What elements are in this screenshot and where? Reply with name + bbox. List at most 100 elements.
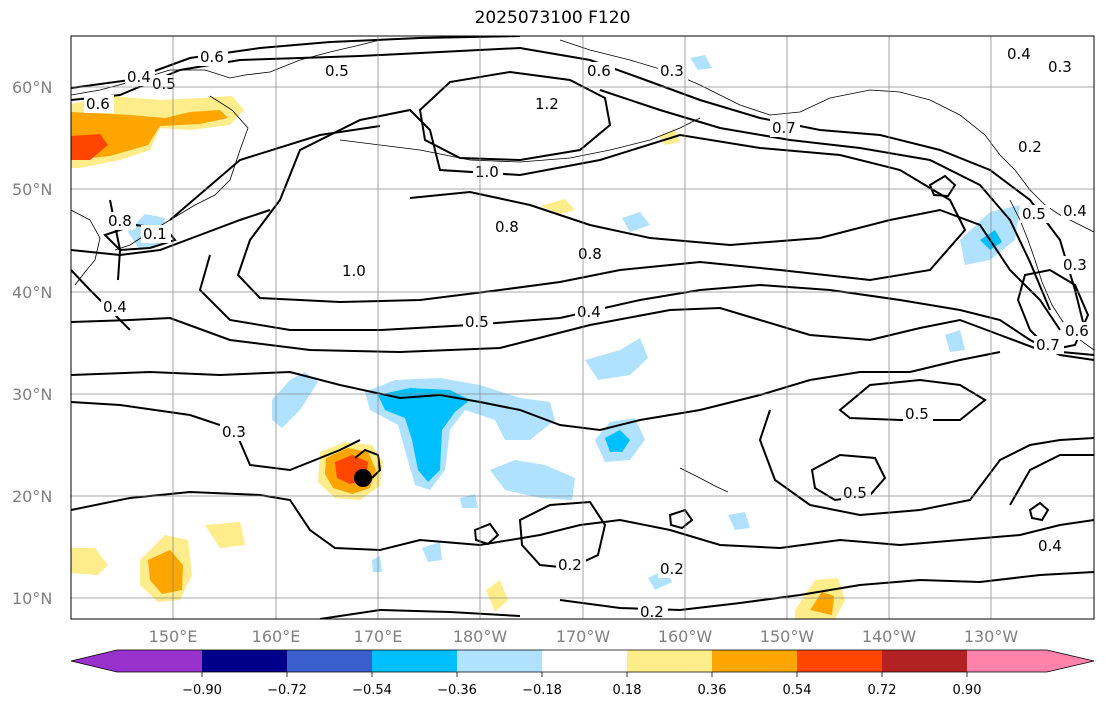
lat-tick-label: 40°N [12,283,52,302]
contour-label: 0.6 [86,95,110,113]
latitude-axis: 60°N 50°N 40°N 30°N 20°N 10°N [12,78,52,608]
contour-label: 0.5 [843,484,867,502]
colorbar-tick-label: −0.18 [522,683,562,698]
contour-label: 0.3 [1063,256,1087,274]
contour-label: 0.2 [640,603,664,621]
contour-label: 0.3 [222,423,246,441]
colorbar-tick-label: 0.36 [698,683,727,698]
lon-tick-label: 160°W [658,627,713,646]
lat-tick-label: 50°N [12,180,52,199]
colorbar-tick-label: −0.72 [267,683,307,698]
map-frame [70,35,1095,620]
contour-label: 0.3 [1048,58,1072,76]
shade-negative-small1 [622,212,650,232]
lon-tick-label: 170°W [556,627,611,646]
shade-negative-se2 [490,460,575,500]
contour-label: 0.4 [1063,202,1087,220]
lat-tick-label: 20°N [12,487,52,506]
contour-label: 0.4 [1038,537,1062,555]
colorbar-tick-marks [201,672,968,677]
colorbar-tick-label: 0.54 [783,683,812,698]
contour-0.4-east [758,409,1094,517]
map-title: 2025073100 F120 [474,8,631,28]
contour-label: 0.4 [577,303,601,321]
contour-label: 0.1 [143,225,167,243]
shade-positive-south1-mid [148,550,183,594]
contour-label: 0.4 [1007,45,1031,63]
contour-label: 0.5 [325,62,349,80]
shade-negative-small2 [945,330,965,352]
colorbar-segment [457,650,542,672]
shade-positive-kamchatka-mid [71,110,228,160]
contour-label: 0.2 [1018,138,1042,156]
contour-label: 0.3 [660,62,684,80]
colorbar-tick-label: 0.18 [613,683,642,698]
contour-0.2-closed [518,500,607,570]
colorbar-tick-label: 0.72 [868,683,897,698]
colorbar-segment [882,650,967,672]
contour-label: 0.8 [108,212,132,230]
gridlines [71,36,1094,619]
coast-aleutians [339,117,701,163]
shading-negative [128,55,1020,590]
coast-alaska [559,39,1094,233]
contour-0.5-closed [810,453,887,502]
contour-label: 0.5 [905,405,929,423]
colorbar-segment [967,650,1047,672]
contour-label: 0.7 [772,119,796,137]
lon-tick-label: 150°E [149,627,198,646]
colorbar-segment [797,650,882,672]
shade-negative-small3 [422,542,442,562]
shade-negative-small7 [372,556,382,572]
colorbar-under-extend [71,650,117,672]
colorbar-over-extend [1047,650,1094,672]
contour-0.2-1 [71,490,1094,552]
lat-tick-label: 10°N [12,589,52,608]
storm-center-marker [354,469,372,487]
lon-tick-label: 150°W [760,627,815,646]
colorbar: −0.90 −0.72 −0.54 −0.36 −0.18 0.18 0.36 … [70,649,1095,698]
contour-0.4-right [1009,454,1094,506]
contour-label: 0.6 [587,62,611,80]
contour-label: 0.5 [152,75,176,93]
lon-tick-label: 140°W [862,627,917,646]
shade-positive-south2 [71,548,108,575]
contour-label: 0.5 [1022,205,1046,223]
shading-positive [71,96,845,619]
contour-label: 1.0 [342,262,366,280]
contour-label: 0.4 [127,68,151,86]
shade-negative-small4 [460,494,478,508]
shade-positive-kamchatka-core [71,134,108,160]
contour-label: 0.5 [465,313,489,331]
colorbar-tick-label: 0.90 [953,683,982,698]
contour-small-closed3 [473,522,500,546]
contour-small-closed4 [668,508,694,530]
colorbar-segment [117,650,202,672]
lon-tick-label: 180°W [453,627,508,646]
contour-label: 0.8 [495,218,519,236]
contour-small-closed2 [1028,501,1050,522]
lon-tick-label: 170°E [354,627,403,646]
contour-0.8 [169,125,1061,331]
contour-0.3 [71,351,1001,432]
colorbar-segment [287,650,372,672]
colorbar-tick-label: −0.90 [182,683,222,698]
colorbar-tick-label: −0.54 [352,683,392,698]
contour-label: 0.4 [103,298,127,316]
contour-south-edge [319,608,521,619]
contour-label-group: 0.6 0.4 0.5 0.6 0.5 0.3 0.6 1.2 0.7 1.0 … [84,45,1093,621]
colorbar-segment [372,650,457,672]
contour-0.4-mid [71,306,1094,356]
shade-negative-small6 [690,55,712,70]
longitude-axis: 150°E 160°E 170°E 180°W 170°W 160°W 150°… [149,627,1019,646]
lat-tick-label: 60°N [12,78,52,97]
contour-small-closed1 [928,174,957,198]
colorbar-segment [627,650,712,672]
contour-label: 0.6 [1065,322,1089,340]
contour-1.2-closed [418,70,612,162]
shade-negative-central-mid [378,388,470,482]
shade-negative-west [272,372,318,428]
contour-0.3-south [71,401,361,472]
contour-1.0 [236,108,967,304]
